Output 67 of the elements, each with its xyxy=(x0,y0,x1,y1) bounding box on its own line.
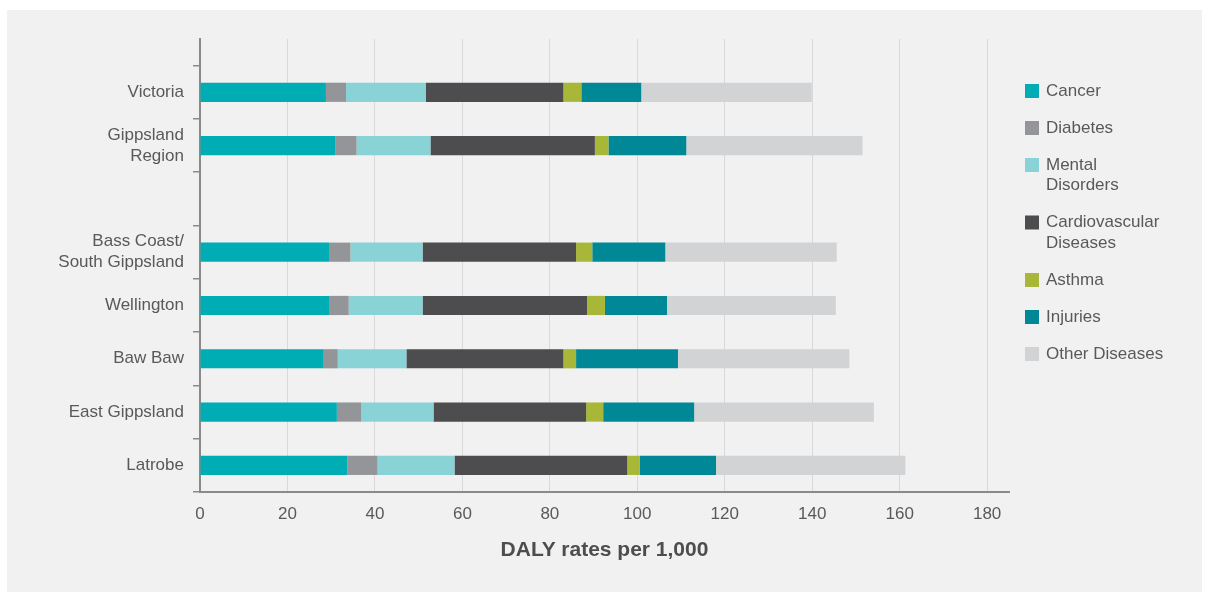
bar xyxy=(454,455,628,475)
legend-label: Asthma xyxy=(1046,269,1105,289)
bar xyxy=(563,82,582,102)
x-axis-title: DALY rates per 1,000 xyxy=(500,537,709,561)
bar xyxy=(586,402,604,422)
bar xyxy=(603,402,695,422)
x-tick-label: 40 xyxy=(365,503,385,523)
bar xyxy=(576,349,678,369)
bar xyxy=(335,136,357,156)
bar xyxy=(336,402,362,422)
y-tick-label: Victoria xyxy=(127,81,185,101)
bar xyxy=(323,349,338,369)
y-tick-label: East Gippsland xyxy=(68,401,184,421)
bar xyxy=(347,455,378,475)
bar xyxy=(200,295,329,316)
bar xyxy=(608,136,687,156)
legend-label: Cancer xyxy=(1046,80,1102,100)
bar xyxy=(329,295,349,316)
x-tick-label: 140 xyxy=(798,503,827,523)
x-tick-label: 20 xyxy=(278,503,297,523)
bar xyxy=(350,242,423,262)
bar xyxy=(346,82,426,102)
x-tick-label: 160 xyxy=(885,503,914,523)
bar xyxy=(200,136,336,156)
bar xyxy=(377,455,455,475)
bar xyxy=(348,295,423,316)
y-tick-label: Latrobe xyxy=(126,455,184,475)
x-tick-label: 120 xyxy=(710,503,739,523)
x-tick-label: 0 xyxy=(195,503,205,523)
y-tick-label: Baw Baw xyxy=(113,348,185,368)
bar xyxy=(594,136,609,156)
bar xyxy=(422,242,577,262)
y-tick-label: Bass Coast/ South Gippsland xyxy=(58,231,185,272)
x-tick-label: 80 xyxy=(540,503,560,523)
x-tick-label: 100 xyxy=(623,503,652,523)
bar xyxy=(361,402,434,422)
bar xyxy=(329,242,351,262)
legend-label: Other Diseases xyxy=(1046,343,1164,363)
legend-label: Mental Disorders xyxy=(1046,154,1119,195)
legend-label: Injuries xyxy=(1046,306,1101,326)
bar xyxy=(433,402,587,422)
legend-label: Cardiovascular Diseases xyxy=(1046,212,1160,252)
bar xyxy=(563,349,577,369)
bar xyxy=(422,295,588,316)
bar xyxy=(200,402,337,422)
bar xyxy=(200,349,324,369)
bar xyxy=(356,136,431,156)
bar xyxy=(430,136,595,156)
bar xyxy=(639,455,717,475)
bar xyxy=(425,82,564,102)
x-tick-label: 180 xyxy=(972,503,1002,523)
bar xyxy=(200,82,326,102)
legend-label: Diabetes xyxy=(1046,117,1114,137)
bar xyxy=(337,349,407,369)
bar xyxy=(604,295,668,316)
x-tick-label: 60 xyxy=(452,503,472,523)
bar xyxy=(627,455,640,475)
bar xyxy=(581,82,642,102)
bar xyxy=(200,455,348,475)
bar xyxy=(592,242,666,262)
bar xyxy=(576,242,593,262)
bar xyxy=(406,349,564,369)
y-tick-label: Wellington xyxy=(104,295,184,315)
bar xyxy=(587,295,605,316)
bar xyxy=(200,242,329,262)
bar xyxy=(325,82,347,102)
y-tick-label: Gippsland Region xyxy=(107,124,184,165)
